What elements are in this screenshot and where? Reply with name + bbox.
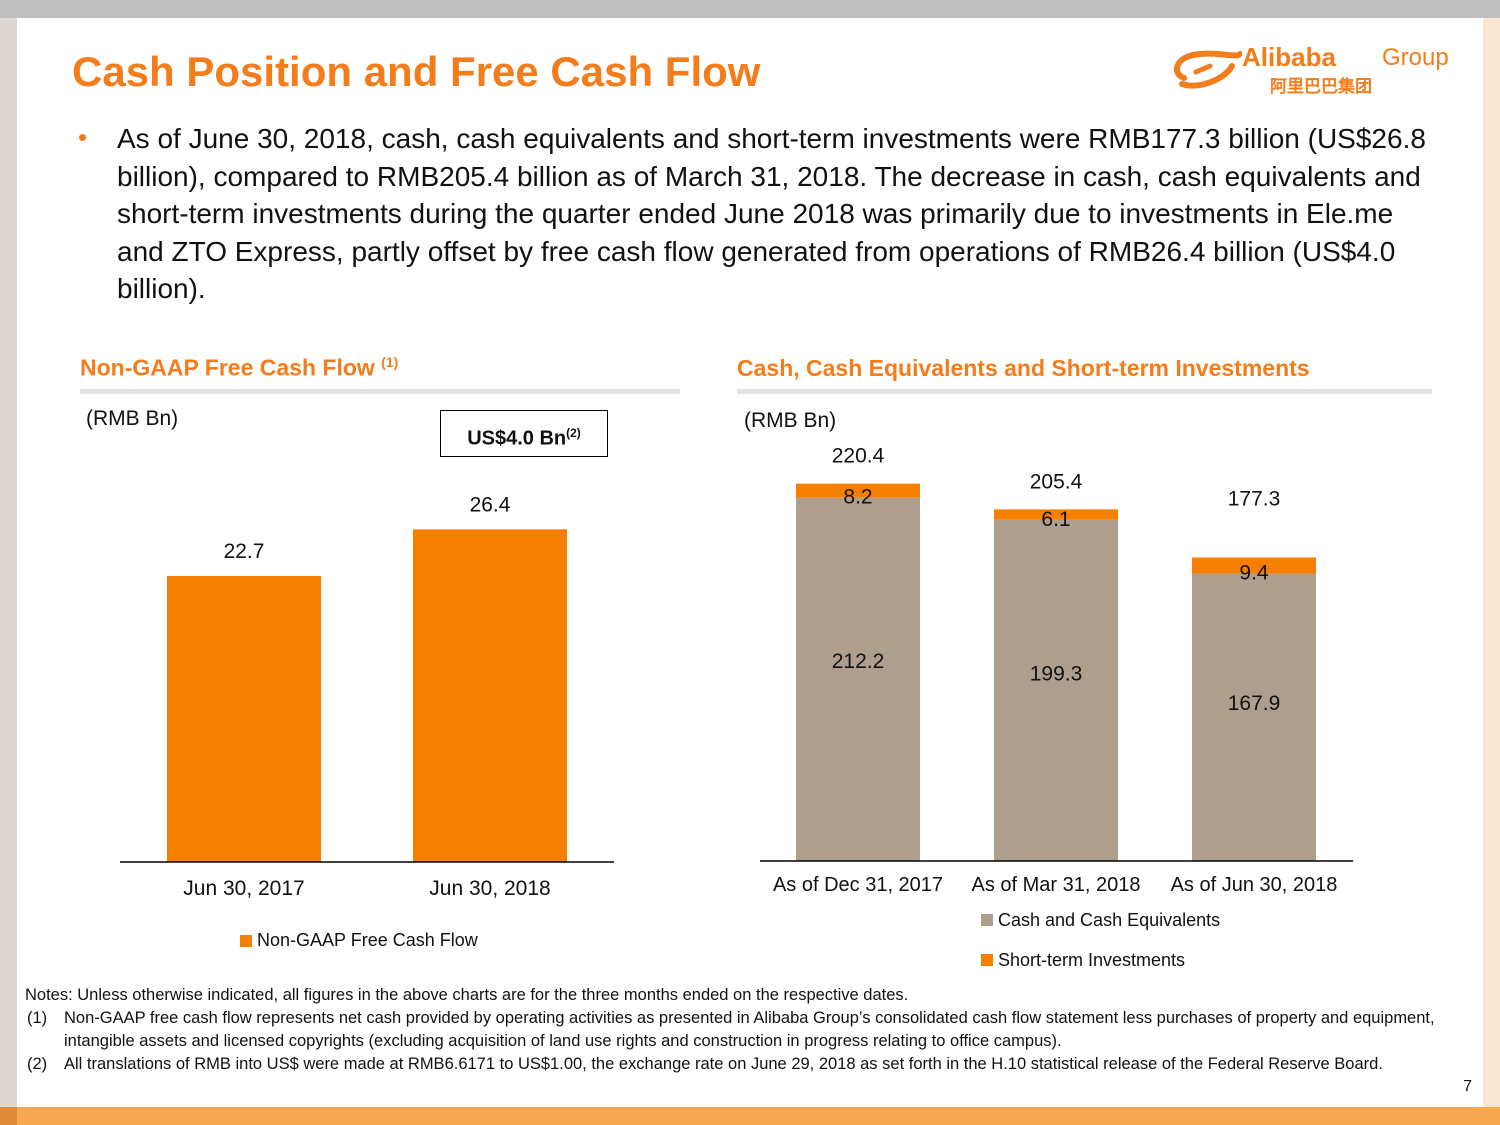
fcf-chart-title-text: Non-GAAP Free Cash Flow bbox=[80, 354, 375, 381]
fcf-value-label-1: 22.7 bbox=[224, 540, 265, 563]
bullet-dot-icon: • bbox=[78, 122, 88, 152]
cash-equivalents-bar-1 bbox=[796, 497, 920, 861]
footnotes: Notes: Unless otherwise indicated, all f… bbox=[25, 984, 1455, 1076]
fcf-category-label-2: Jun 30, 2018 bbox=[429, 877, 550, 900]
cash-equivalents-value-2: 199.3 bbox=[1030, 662, 1083, 685]
page-number: 7 bbox=[1463, 1078, 1472, 1095]
footnote-1-text: Non-GAAP free cash flow represents net c… bbox=[64, 1009, 1435, 1050]
fcf-bar-2 bbox=[413, 529, 567, 862]
logo-brand-text: Alibaba bbox=[1242, 42, 1336, 72]
right-strip bbox=[1483, 18, 1500, 1125]
footnote-2-text: All translations of RMB into US$ were ma… bbox=[64, 1055, 1383, 1073]
fcf-chart-title-footnote: (1) bbox=[381, 354, 399, 370]
cash-equivalents-value-3: 167.9 bbox=[1228, 692, 1281, 715]
fcf-category-label-1: Jun 30, 2017 bbox=[183, 877, 304, 900]
short-term-bar-3 bbox=[1192, 557, 1316, 574]
fcf-chart-title: Non-GAAP Free Cash Flow (1) bbox=[80, 354, 398, 382]
usd-callout-text: US$4.0 Bn bbox=[467, 427, 567, 450]
bottom-bar bbox=[0, 1107, 1500, 1125]
short-term-legend-swatch bbox=[981, 954, 993, 966]
fcf-value-label-2: 26.4 bbox=[470, 493, 511, 516]
short-term-value-1: 8.2 bbox=[843, 486, 872, 509]
alibaba-logo: Alibaba Group 阿里巴巴集团 bbox=[1170, 40, 1470, 100]
cash-category-label-2: As of Mar 31, 2018 bbox=[972, 874, 1141, 896]
cash-equivalents-bar-3 bbox=[1192, 573, 1316, 861]
total-value-2: 205.4 bbox=[1030, 470, 1083, 493]
footnote-1-number: (1) bbox=[27, 1009, 48, 1027]
footnote-2: (2) All translations of RMB into US$ wer… bbox=[25, 1053, 1455, 1076]
cash-title-rule bbox=[737, 389, 1432, 394]
fcf-unit-label: (RMB Bn) bbox=[86, 407, 179, 430]
notes-intro: Notes: Unless otherwise indicated, all f… bbox=[25, 986, 909, 1004]
fcf-legend-swatch bbox=[240, 935, 252, 947]
left-strip bbox=[0, 18, 17, 1125]
fcf-bar-1 bbox=[167, 575, 321, 862]
short-term-bar-1 bbox=[796, 483, 920, 498]
cash-equivalents-bar-2 bbox=[994, 519, 1118, 861]
logo-chinese-text: 阿里巴巴集团 bbox=[1270, 77, 1372, 97]
cash-equivalents-legend-swatch bbox=[981, 914, 993, 926]
short-term-value-2: 6.1 bbox=[1041, 508, 1070, 531]
alibaba-smile-logo-icon bbox=[1173, 50, 1242, 89]
bottom-bar-corner bbox=[0, 1107, 17, 1125]
short-term-legend-label: Short-term Investments bbox=[998, 950, 1185, 970]
usd-callout-footnote: (2) bbox=[566, 426, 581, 440]
total-value-1: 220.4 bbox=[832, 445, 885, 468]
cash-equivalents-legend-label: Cash and Cash Equivalents bbox=[998, 910, 1220, 930]
logo-group-text: Group bbox=[1382, 44, 1449, 71]
cash-equivalents-value-1: 212.2 bbox=[832, 650, 885, 673]
cash-category-label-3: As of Jun 30, 2018 bbox=[1171, 874, 1338, 896]
total-value-3: 177.3 bbox=[1228, 487, 1281, 510]
cash-category-label-1: As of Dec 31, 2017 bbox=[773, 874, 943, 896]
footnote-1: (1) Non-GAAP free cash flow represents n… bbox=[25, 1007, 1455, 1053]
fcf-legend-label: Non-GAAP Free Cash Flow bbox=[257, 930, 479, 950]
footnote-2-number: (2) bbox=[27, 1055, 48, 1073]
usd-callout-box: US$4.0 Bn(2) bbox=[440, 410, 608, 457]
page-title: Cash Position and Free Cash Flow bbox=[72, 48, 761, 95]
summary-text: As of June 30, 2018, cash, cash equivale… bbox=[117, 123, 1426, 304]
short-term-bar-2 bbox=[994, 509, 1118, 520]
cash-chart-title: Cash, Cash Equivalents and Short-term In… bbox=[737, 355, 1310, 381]
short-term-value-3: 9.4 bbox=[1239, 562, 1269, 585]
fcf-title-rule bbox=[80, 389, 680, 394]
top-bar bbox=[0, 0, 1500, 18]
cash-unit-label: (RMB Bn) bbox=[744, 409, 837, 432]
